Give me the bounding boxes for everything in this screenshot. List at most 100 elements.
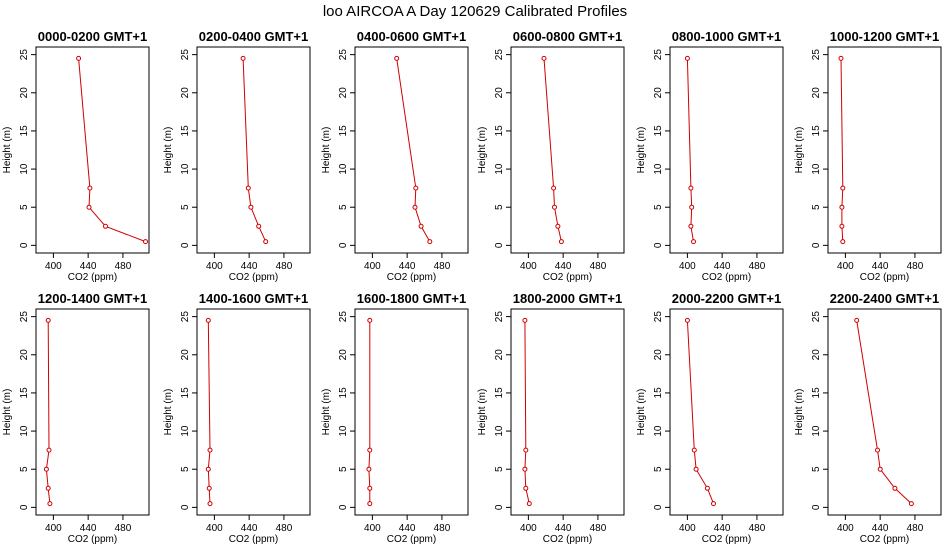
y-tick-label: 20 (338, 349, 349, 361)
data-point (207, 447, 213, 453)
y-axis-label: Height (m) (477, 127, 488, 174)
y-tick-label: 15 (180, 125, 191, 137)
y-tick-label: 0 (653, 242, 664, 248)
x-tick-label: 440 (872, 523, 889, 534)
data-point (205, 317, 211, 323)
x-tick-label: 480 (749, 261, 766, 272)
data-point (892, 485, 898, 491)
x-axis-label: CO2 (ppm) (68, 272, 117, 283)
data-point (47, 501, 53, 507)
x-tick-label: 440 (80, 523, 97, 534)
y-tick-label: 5 (180, 204, 191, 210)
co2-profile-line (686, 320, 714, 504)
plot-frame (196, 308, 311, 516)
x-tick-label: 400 (520, 523, 537, 534)
data-point (840, 239, 846, 245)
data-point (691, 239, 696, 245)
panel-grid: 0000-0200 GMT+1 400 440 480 0 5 10 15 20 25 CO2 (p… (2, 29, 942, 545)
y-tick-label: 0 (19, 504, 30, 510)
y-tick-label: 5 (19, 466, 30, 472)
plot-frame (196, 46, 311, 254)
y-tick-label: 5 (494, 204, 505, 210)
panel-title: 2000-2200 GMT+1 (672, 291, 781, 306)
y-tick-label: 10 (19, 425, 30, 437)
data-point (43, 466, 49, 472)
y-axis-label: Height (m) (636, 127, 647, 174)
data-point (558, 239, 564, 245)
x-tick-label: 480 (907, 523, 924, 534)
data-point (688, 223, 694, 229)
co2-profile-line (543, 58, 562, 242)
co2-profile-line (207, 320, 211, 504)
co2-profile-line (686, 58, 694, 242)
y-tick-label: 25 (338, 49, 349, 61)
data-point (693, 466, 699, 472)
co2-profile-line (368, 320, 371, 504)
data-point (367, 501, 373, 507)
y-tick-label: 0 (653, 504, 664, 510)
y-tick-label: 10 (811, 163, 822, 175)
data-point (688, 185, 694, 191)
plot-frame (354, 308, 469, 516)
profile-panel: 0800-1000 GMT+1 400 440 480 0 5 10 15 20 25 CO2 (p… (636, 29, 784, 283)
panel-title: 1600-1800 GMT+1 (357, 291, 466, 306)
y-tick-label: 0 (338, 242, 349, 248)
profile-panel: 0400-0600 GMT+1 400 440 480 0 5 10 15 20 25 CO2 (p… (321, 29, 469, 283)
y-axis-label: Height (m) (2, 127, 13, 174)
data-point (367, 485, 373, 491)
y-tick-label: 10 (19, 163, 30, 175)
x-tick-label: 480 (276, 261, 293, 272)
data-point (523, 485, 529, 491)
data-point (838, 55, 844, 61)
x-axis-label: CO2 (ppm) (543, 272, 592, 283)
x-axis-label: CO2 (ppm) (860, 272, 909, 283)
data-point (854, 317, 860, 323)
data-point (394, 55, 400, 61)
data-point (839, 204, 845, 210)
data-point (877, 466, 883, 472)
panel-title: 1400-1600 GMT+1 (199, 291, 308, 306)
plot-frame (510, 308, 625, 516)
data-point (704, 485, 710, 491)
data-point (684, 317, 690, 323)
y-axis-label: Height (m) (636, 389, 647, 436)
panel-title: 0200-0400 GMT+1 (199, 29, 308, 44)
y-tick-label: 10 (338, 425, 349, 437)
panel-title: 0000-0200 GMT+1 (38, 29, 147, 44)
y-tick-label: 5 (494, 466, 505, 472)
y-tick-label: 15 (494, 125, 505, 137)
x-tick-label: 440 (241, 523, 258, 534)
y-tick-label: 20 (338, 87, 349, 99)
data-point (245, 185, 251, 191)
y-tick-label: 25 (338, 311, 349, 323)
y-tick-label: 0 (494, 242, 505, 248)
data-point (207, 501, 213, 507)
data-point (840, 185, 846, 191)
y-tick-label: 5 (653, 466, 664, 472)
data-point (45, 317, 51, 323)
y-tick-label: 20 (494, 87, 505, 99)
data-point (367, 317, 373, 323)
y-axis-label: Height (m) (321, 127, 332, 174)
data-point (541, 55, 547, 61)
profile-panel: 1800-2000 GMT+1 400 440 480 0 5 10 15 20 25 CO2 (p… (477, 291, 625, 545)
y-tick-label: 15 (811, 387, 822, 399)
x-tick-label: 440 (555, 261, 572, 272)
data-point (839, 223, 845, 229)
x-axis-label: CO2 (ppm) (387, 534, 436, 545)
data-point (526, 501, 532, 507)
y-tick-label: 20 (180, 349, 191, 361)
y-tick-label: 15 (19, 387, 30, 399)
data-point (684, 55, 690, 61)
x-tick-label: 440 (399, 523, 416, 534)
data-point (689, 204, 695, 210)
y-tick-label: 20 (494, 349, 505, 361)
data-point (551, 185, 557, 191)
y-axis-label: Height (m) (2, 389, 13, 436)
y-tick-label: 0 (338, 504, 349, 510)
y-tick-label: 10 (653, 425, 664, 437)
x-tick-label: 440 (714, 261, 731, 272)
co2-profile-line (45, 320, 51, 504)
profile-panel: 0000-0200 GMT+1 400 440 480 0 5 10 15 20 25 CO2 (p… (2, 29, 150, 283)
profile-panel: 0200-0400 GMT+1 400 440 480 0 5 10 15 20 25 CO2 (p… (163, 29, 311, 283)
